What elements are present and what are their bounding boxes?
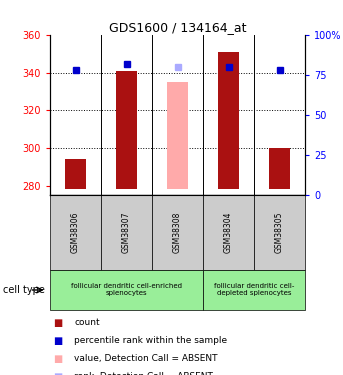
Text: cell type: cell type	[3, 285, 45, 295]
Bar	[50, 270, 203, 310]
Bar	[116, 71, 137, 189]
Bar	[65, 159, 86, 189]
Text: GSM38306: GSM38306	[71, 212, 80, 253]
Bar	[254, 195, 305, 270]
Bar	[101, 195, 152, 270]
Text: GSM38307: GSM38307	[122, 212, 131, 253]
Text: ■: ■	[54, 336, 63, 346]
Bar	[152, 195, 203, 270]
Text: follicular dendritic cell-
depleted splenocytes: follicular dendritic cell- depleted sple…	[214, 284, 294, 297]
Text: percentile rank within the sample: percentile rank within the sample	[74, 336, 227, 345]
Text: GSM38304: GSM38304	[224, 212, 233, 253]
Text: count: count	[74, 318, 99, 327]
Text: GSM38308: GSM38308	[173, 212, 182, 253]
Text: GSM38305: GSM38305	[275, 212, 284, 253]
Bar	[269, 148, 290, 189]
Bar	[167, 82, 188, 189]
Text: value, Detection Call = ABSENT: value, Detection Call = ABSENT	[74, 354, 217, 363]
Bar	[50, 195, 101, 270]
Text: ■: ■	[54, 354, 63, 364]
Bar	[203, 270, 305, 310]
Text: ■: ■	[54, 372, 63, 375]
Text: rank, Detection Call = ABSENT: rank, Detection Call = ABSENT	[74, 372, 213, 375]
Title: GDS1600 / 134164_at: GDS1600 / 134164_at	[109, 21, 246, 34]
Bar	[203, 195, 254, 270]
Text: ■: ■	[54, 318, 63, 328]
Text: follicular dendritic cell-enriched
splenocytes: follicular dendritic cell-enriched splen…	[71, 284, 182, 297]
Bar	[218, 52, 239, 189]
